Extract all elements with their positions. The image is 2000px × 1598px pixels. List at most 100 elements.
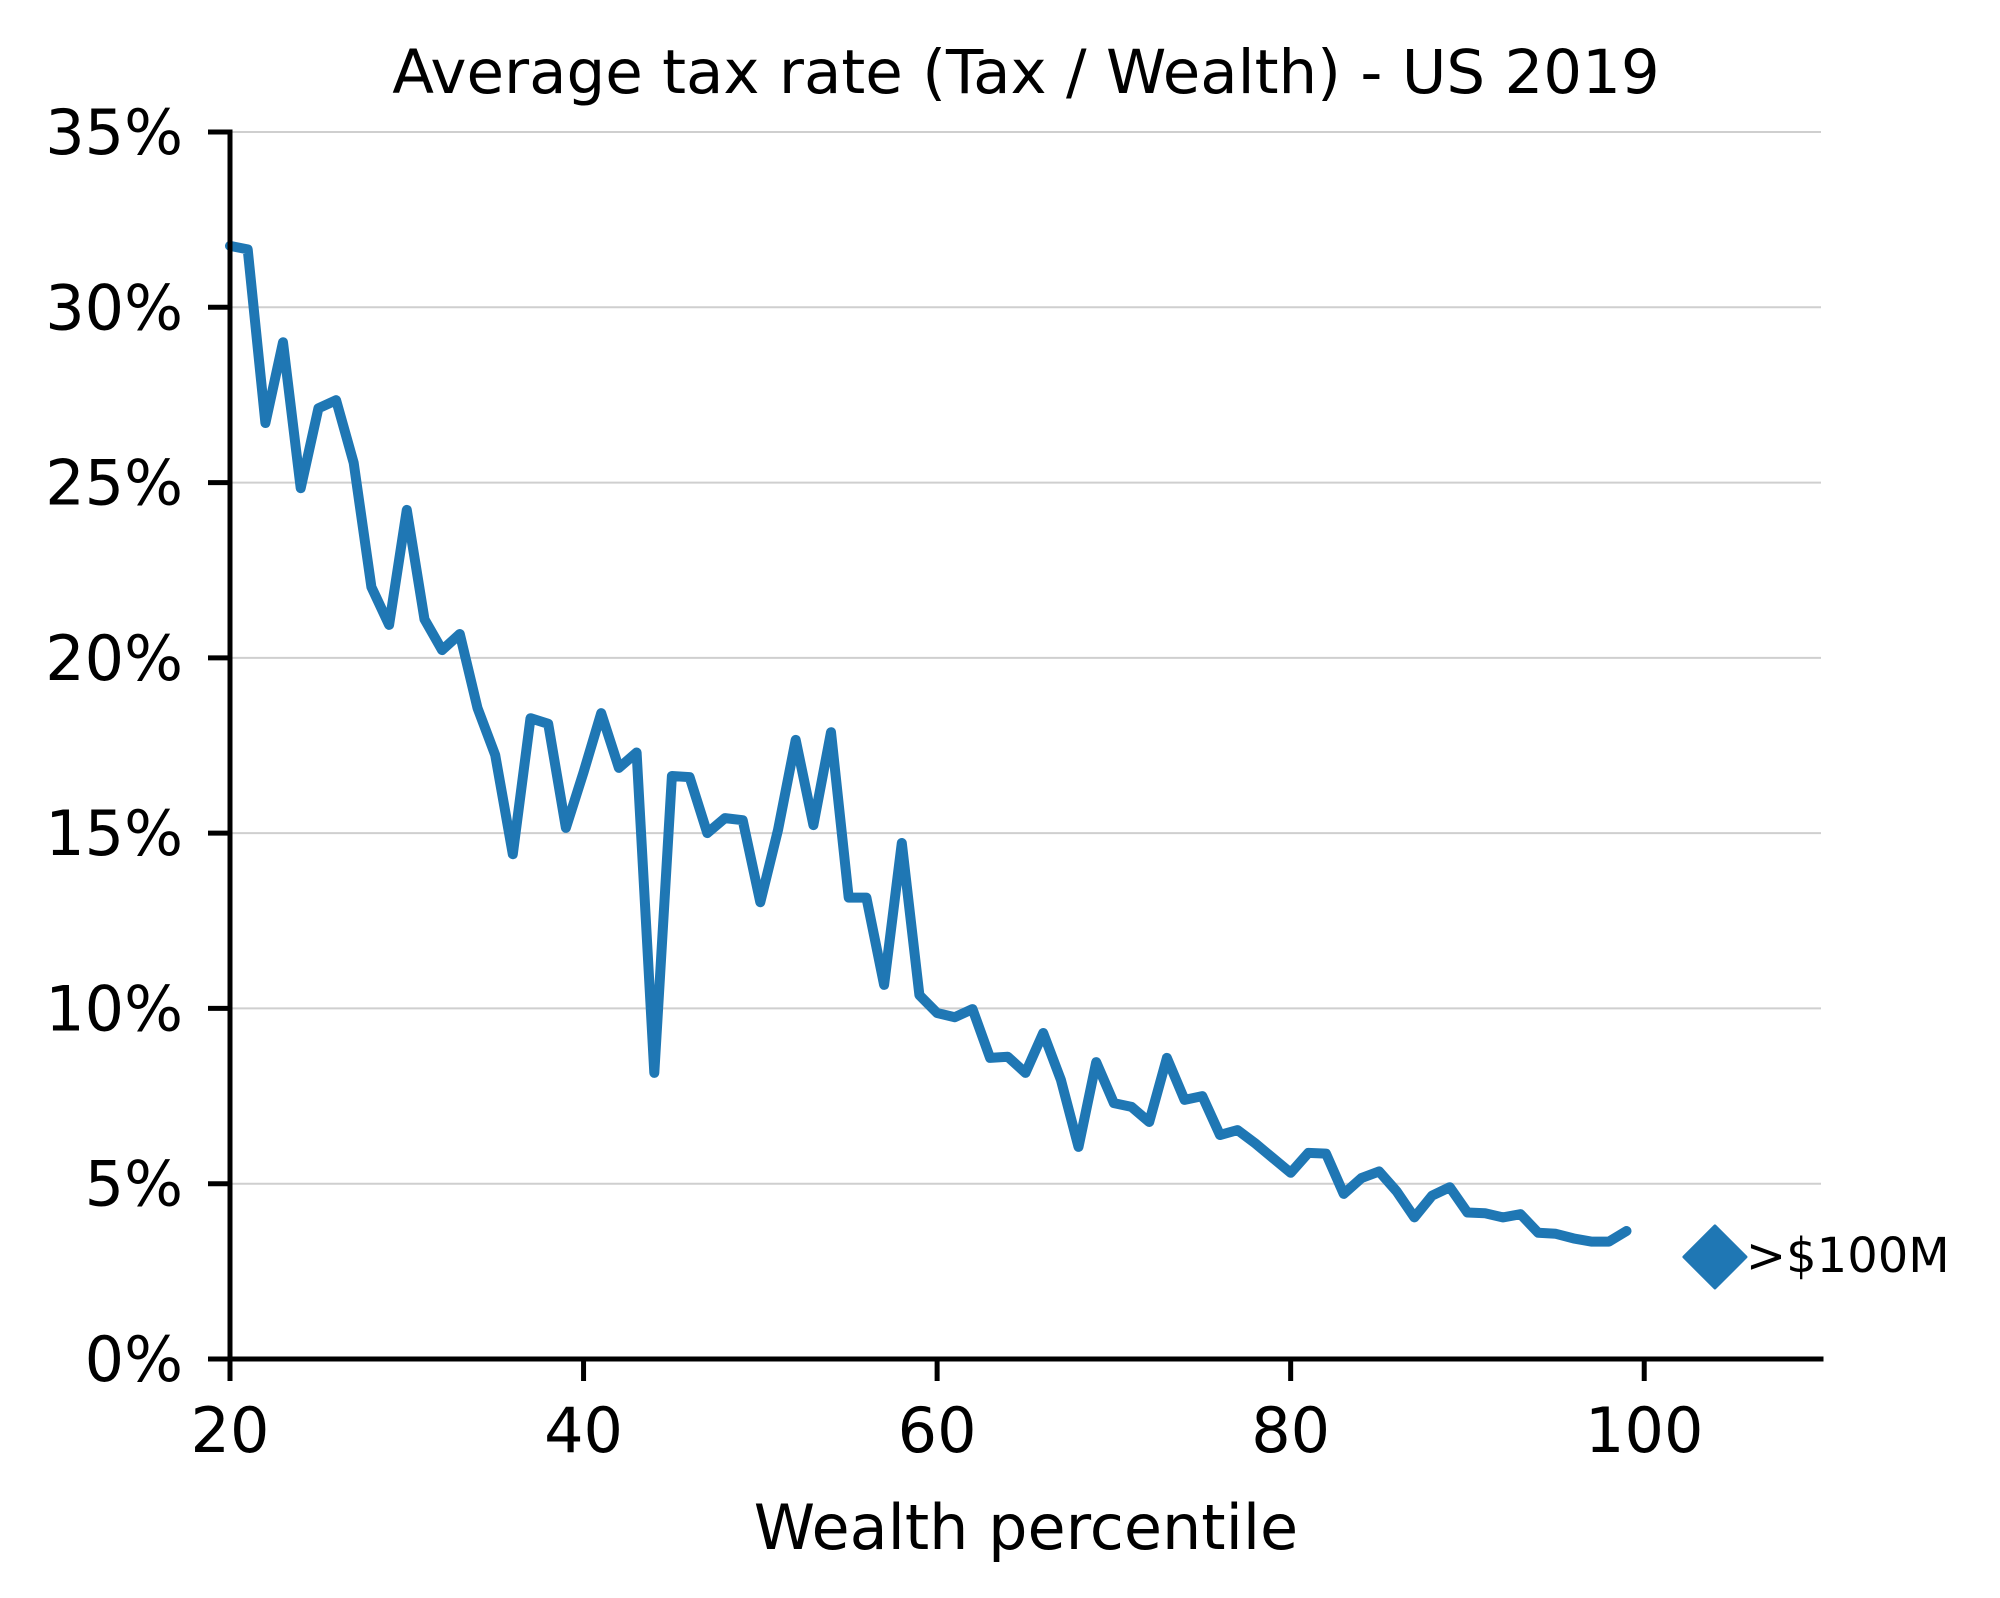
data-point: [402, 505, 412, 515]
data-point: [1586, 1237, 1596, 1247]
data-point: [1127, 1102, 1137, 1112]
series-layer: [225, 240, 1632, 1247]
axes: [227, 129, 1824, 1362]
data-point: [1144, 1117, 1154, 1127]
y-tick-label: 15%: [45, 797, 183, 870]
data-point: [596, 708, 606, 718]
data-point: [561, 823, 571, 833]
data-point: [526, 713, 536, 723]
x-tick-label: 100: [1585, 1394, 1703, 1467]
data-point: [1604, 1237, 1614, 1247]
data-point: [1622, 1226, 1632, 1236]
x-axis-label: Wealth percentile: [754, 1491, 1298, 1564]
data-point: [1091, 1057, 1101, 1067]
data-point: [914, 990, 924, 1000]
data-point: [950, 1012, 960, 1022]
data-point: [1003, 1052, 1013, 1062]
data-point: [1197, 1091, 1207, 1101]
series-line-tax-rate: [225, 240, 1632, 1247]
gridlines: [230, 131, 1821, 1185]
data-point: [844, 893, 854, 903]
data-point: [1480, 1208, 1490, 1218]
data-point: [1569, 1233, 1579, 1243]
data-point: [349, 458, 359, 468]
data-point: [702, 828, 712, 838]
data-point: [366, 582, 376, 592]
data-point: [667, 771, 677, 781]
y-tick-label: 35%: [45, 96, 183, 169]
data-point: [632, 748, 642, 758]
data-point: [508, 849, 518, 859]
data-point: [755, 897, 765, 907]
data-point: [243, 244, 253, 254]
data-point: [1162, 1053, 1172, 1063]
x-tick-label: 20: [191, 1394, 270, 1467]
data-point: [1038, 1028, 1048, 1038]
data-point: [932, 1008, 942, 1018]
data-point: [967, 1004, 977, 1014]
data-point: [1268, 1153, 1278, 1163]
data-point: [419, 614, 429, 624]
data-point: [472, 703, 482, 713]
data-point: [296, 483, 306, 493]
data-point: [1374, 1166, 1384, 1176]
y-tick-label: 25%: [45, 447, 183, 520]
y-tick-label: 10%: [45, 972, 183, 1045]
data-point: [1074, 1142, 1084, 1152]
data-point: [1109, 1098, 1119, 1108]
annotations: >$100M: [1682, 1224, 1950, 1290]
x-tick-label: 60: [898, 1394, 977, 1467]
data-point: [897, 838, 907, 848]
data-point: [543, 719, 553, 729]
diamond-marker: [1682, 1224, 1748, 1290]
data-point: [1551, 1229, 1561, 1239]
data-point: [738, 815, 748, 825]
data-point: [579, 767, 589, 777]
data-point: [1056, 1075, 1066, 1085]
data-point: [437, 645, 447, 655]
data-point: [1515, 1209, 1525, 1219]
data-point: [861, 893, 871, 903]
chart-title: Average tax rate (Tax / Wealth) - US 201…: [392, 37, 1660, 108]
annotation-label: >$100M: [1746, 1228, 1950, 1284]
data-point: [260, 418, 270, 428]
data-point: [278, 337, 288, 347]
y-tick-label: 20%: [45, 622, 183, 695]
data-point: [1356, 1173, 1366, 1183]
data-point: [614, 763, 624, 773]
data-point: [313, 403, 323, 413]
data-point: [791, 735, 801, 745]
data-point: [826, 727, 836, 737]
data-point: [1392, 1186, 1402, 1196]
data-point: [1021, 1068, 1031, 1078]
y-tick-label: 30%: [45, 271, 183, 344]
data-point: [1409, 1212, 1419, 1222]
data-point: [1180, 1095, 1190, 1105]
data-point: [808, 820, 818, 830]
x-tick-label: 40: [544, 1394, 623, 1467]
data-point: [384, 620, 394, 630]
data-point: [773, 825, 783, 835]
data-point: [1233, 1125, 1243, 1135]
data-point: [1427, 1191, 1437, 1201]
data-point: [649, 1068, 659, 1078]
data-point: [455, 629, 465, 639]
x-tick-label: 80: [1251, 1394, 1330, 1467]
data-point: [1533, 1228, 1543, 1238]
data-point: [1286, 1168, 1296, 1178]
data-point: [331, 395, 341, 405]
data-point: [490, 750, 500, 760]
data-point: [1215, 1130, 1225, 1140]
data-point: [1445, 1182, 1455, 1192]
y-tick-label: 5%: [85, 1148, 183, 1221]
y-tick-label: 0%: [85, 1323, 183, 1396]
data-point: [1250, 1138, 1260, 1148]
data-point: [1303, 1148, 1313, 1158]
x-axis-ticks: 20 40 60 80 100: [191, 1359, 1703, 1467]
data-point: [685, 772, 695, 782]
data-point: [1462, 1207, 1472, 1217]
data-point: [1339, 1189, 1349, 1199]
data-point: [1498, 1212, 1508, 1222]
